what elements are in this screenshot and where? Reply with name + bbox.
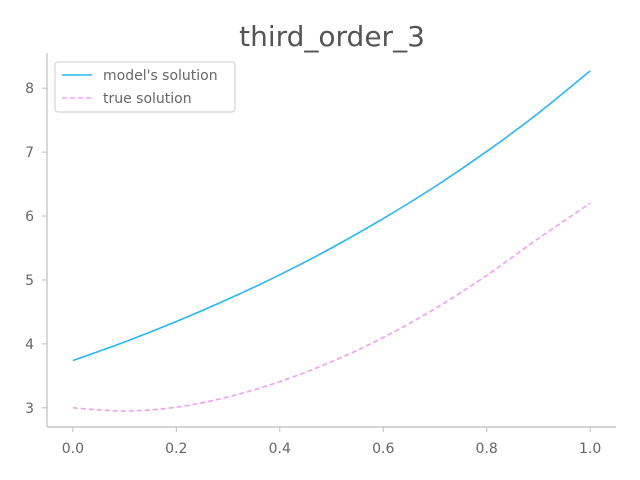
y-tick-label: 6 xyxy=(25,209,34,225)
legend-label-model-solution: model's solution xyxy=(103,68,218,84)
series-line-model-solution xyxy=(72,70,591,362)
series-layer xyxy=(72,70,591,412)
x-tick-label: 0.0 xyxy=(62,441,84,457)
y-tick-label: 8 xyxy=(25,81,34,97)
y-tick-label: 3 xyxy=(25,401,34,417)
chart-title: third_order_3 xyxy=(239,20,425,53)
series-line-true-solution xyxy=(72,202,591,412)
x-tick-label: 0.4 xyxy=(269,441,291,457)
x-tick-label: 0.2 xyxy=(165,441,187,457)
legend-box xyxy=(54,61,236,113)
y-ticks: 3 4 5 6 7 8 xyxy=(25,81,47,417)
y-tick-label: 7 xyxy=(25,145,34,161)
x-ticks: 0.0 0.2 0.4 0.6 0.8 1.0 xyxy=(62,427,601,457)
legend: model's solution true solution xyxy=(54,61,236,113)
x-tick-label: 1.0 xyxy=(579,441,601,457)
y-tick-label: 4 xyxy=(25,337,34,353)
x-tick-label: 0.6 xyxy=(372,441,394,457)
y-tick-label: 5 xyxy=(25,273,34,289)
legend-label-true-solution: true solution xyxy=(103,91,192,107)
x-tick-label: 0.8 xyxy=(476,441,498,457)
axes xyxy=(46,53,616,428)
